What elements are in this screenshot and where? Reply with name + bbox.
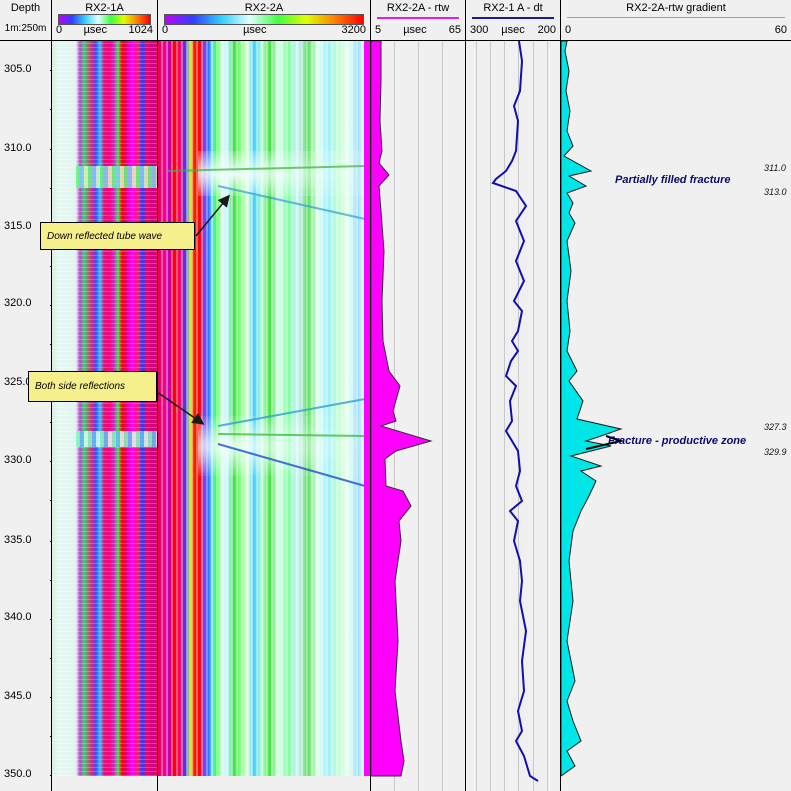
depth-track: 305.0 310.0 315.0 320.0 325.0 330.0 335.… xyxy=(0,41,52,791)
depth-label: 335.0 xyxy=(4,534,32,546)
scale-unit: µsec xyxy=(243,24,267,36)
depth-value: 313.0 xyxy=(764,187,787,197)
gradient-curve xyxy=(561,41,625,777)
colorbar xyxy=(164,14,364,25)
track-header-dt: RX2-1 A - dt 300 µsec 200 xyxy=(466,0,561,40)
scale-min: 0 xyxy=(162,24,169,36)
scale-min: 300 xyxy=(470,24,489,36)
track-header-rtw: RX2-2A - rtw 5 µsec 65 xyxy=(371,0,466,40)
rtw-curve xyxy=(371,41,433,777)
depth-label: 310.0 xyxy=(4,142,32,154)
track-title: RX2-2A - rtw xyxy=(386,2,450,14)
depth-label: 330.0 xyxy=(4,454,32,466)
annotation-productive-zone: Fracture - productive zone xyxy=(608,435,747,447)
scale-min: 0 xyxy=(565,24,572,36)
callout-both-side: Both side reflections xyxy=(28,371,157,402)
depth-label: 315.0 xyxy=(4,220,32,232)
depth-value: 311.0 xyxy=(764,163,786,173)
waveform-image xyxy=(52,41,157,776)
reflection-lines xyxy=(167,165,366,487)
track-header-gradient: RX2-2A-rtw gradient 0 60 xyxy=(561,0,791,40)
depth-header: Depth 1m:250m xyxy=(0,0,52,40)
callout-tube-wave: Down reflected tube wave xyxy=(40,222,195,250)
depth-title: Depth xyxy=(10,2,41,14)
track-title: RX2-1 A - dt xyxy=(483,2,543,14)
scale-unit: µsec xyxy=(403,24,427,36)
scale-max: 60 xyxy=(774,24,787,36)
reflection-band xyxy=(76,166,157,188)
dt-track xyxy=(466,41,561,791)
image-track-rx21a xyxy=(52,41,158,791)
rtw-track xyxy=(371,41,466,791)
scale-max: 1024 xyxy=(128,24,153,36)
depth-scale: 1m:250m xyxy=(4,23,47,34)
gradient-track: Partially filled fracture 311.0 313.0 Fr… xyxy=(561,41,791,791)
track-title: RX2-2A xyxy=(244,2,284,14)
dt-curve xyxy=(491,41,539,782)
legend-line xyxy=(377,17,459,19)
scale-min: 5 xyxy=(375,24,382,36)
annotation-partial-fracture: Partially filled fracture xyxy=(615,174,731,186)
colorbar xyxy=(58,14,151,25)
scale-unit: µsec xyxy=(501,24,525,36)
depth-label: 345.0 xyxy=(4,690,32,702)
depth-value: 329.9 xyxy=(764,447,787,457)
scale-min: 0 xyxy=(56,24,63,36)
depth-label: 320.0 xyxy=(4,297,32,309)
scale-max: 65 xyxy=(448,24,461,36)
track-title: RX2-1A xyxy=(85,2,124,14)
legend-line xyxy=(472,17,554,19)
scale-max: 3200 xyxy=(341,24,366,36)
rtw-edge xyxy=(364,41,370,776)
depth-value: 327.3 xyxy=(764,422,787,432)
header-divider xyxy=(0,40,791,41)
depth-label: 325.0 xyxy=(4,376,32,388)
depth-label: 350.0 xyxy=(4,768,32,780)
depth-label: 340.0 xyxy=(4,611,32,623)
depth-label: 305.0 xyxy=(4,63,32,75)
legend-line xyxy=(567,17,785,18)
scale-unit: µsec xyxy=(83,24,108,36)
scale-max: 200 xyxy=(537,24,556,36)
image-track-rx22a xyxy=(158,41,371,791)
track-title: RX2-2A-rtw gradient xyxy=(626,2,726,14)
track-header-rx22a: RX2-2A 0 µsec 3200 xyxy=(158,0,371,40)
reflection-band xyxy=(76,431,157,447)
track-header-rx21a: RX2-1A 0 µsec 1024 xyxy=(52,0,158,40)
